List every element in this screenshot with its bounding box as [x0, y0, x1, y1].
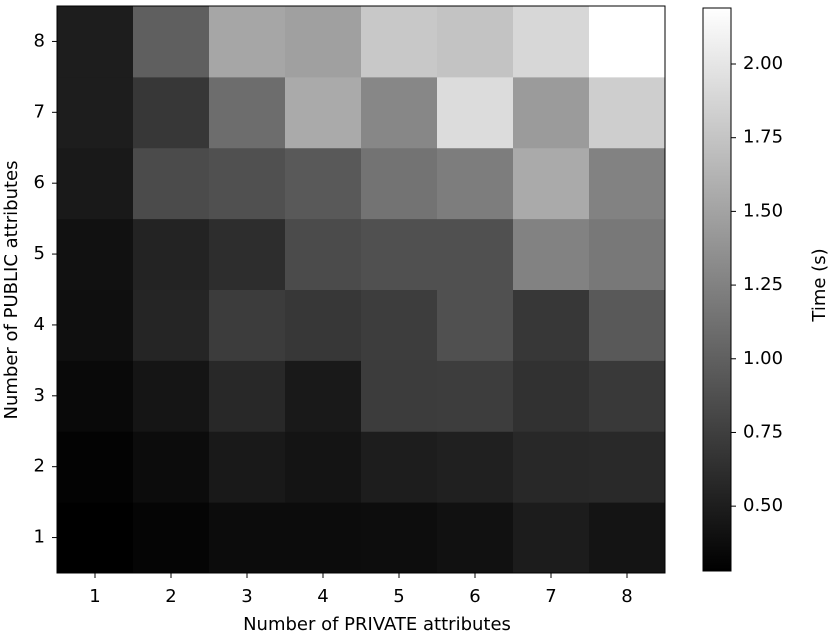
heatmap-cell — [513, 289, 590, 361]
heatmap-cell — [209, 76, 286, 149]
heatmap-cell — [133, 360, 210, 432]
x-tick-label: 2 — [165, 586, 176, 607]
heatmap-cell — [589, 502, 666, 574]
heatmap-cell — [437, 360, 514, 432]
heatmap-cell — [209, 289, 286, 361]
colorbar-tick-label: 1.25 — [743, 274, 783, 295]
heatmap-cell — [589, 218, 666, 290]
heatmap-cell — [361, 431, 438, 503]
heatmap-cell — [133, 289, 210, 361]
colorbar-tick-label: 0.75 — [743, 421, 783, 442]
heatmap-cell — [133, 431, 210, 503]
heatmap-cell — [57, 502, 134, 574]
heatmap-cell — [513, 76, 590, 149]
heatmap-cell — [285, 76, 362, 149]
heatmap-cell — [361, 218, 438, 290]
x-tick-label: 6 — [469, 586, 480, 607]
heatmap-cell — [513, 502, 590, 574]
heatmap-cell — [589, 360, 666, 432]
heatmap-cell — [437, 147, 514, 220]
heatmap-cell — [285, 360, 362, 432]
heatmap-cell — [285, 289, 362, 361]
heatmap-cell — [285, 218, 362, 290]
heatmap-cell — [513, 147, 590, 220]
colorbar-tick-label: 1.75 — [743, 127, 783, 148]
heatmap-cell — [437, 76, 514, 149]
heatmap-cell — [209, 360, 286, 432]
colorbar-tick-label: 2.00 — [743, 53, 783, 74]
y-tick-label: 8 — [34, 30, 45, 51]
x-tick-label: 4 — [317, 586, 328, 607]
y-tick-label: 3 — [34, 385, 45, 406]
x-tick-label: 1 — [89, 586, 100, 607]
heatmap-cell — [209, 431, 286, 503]
heatmap-cell — [209, 6, 286, 78]
heatmap-cell — [285, 502, 362, 574]
plot-frame — [56, 5, 666, 574]
heatmap-cell — [133, 147, 210, 220]
heatmap-cell — [285, 431, 362, 503]
colorbar-tick-label: 0.50 — [743, 495, 783, 516]
heatmap-cell — [437, 218, 514, 290]
colorbar-tick-label: 1.00 — [743, 348, 783, 369]
heatmap-cell — [513, 360, 590, 432]
heatmap-cell — [57, 76, 134, 149]
colorbar-tick-label: 1.50 — [743, 200, 783, 221]
y-tick-label: 1 — [34, 527, 45, 548]
heatmap-cell — [361, 6, 438, 78]
heatmap-cell — [361, 502, 438, 574]
heatmap-cell — [513, 218, 590, 290]
heatmap-cell — [285, 147, 362, 220]
heatmap-cell — [209, 147, 286, 220]
heatmap-cell — [57, 147, 134, 220]
heatmap-cell — [133, 502, 210, 574]
y-tick-label: 7 — [34, 101, 45, 122]
heatmap-cell — [437, 289, 514, 361]
heatmap-cell — [361, 76, 438, 149]
y-axis-label: Number of PUBLIC attributes — [1, 161, 22, 420]
heatmap-cell — [57, 218, 134, 290]
x-axis-label: Number of PRIVATE attributes — [243, 614, 511, 635]
heatmap-cell — [437, 6, 514, 78]
heatmap-cell — [513, 431, 590, 503]
heatmap-cell — [209, 502, 286, 574]
heatmap-cell — [209, 218, 286, 290]
heatmap-cell — [285, 6, 362, 78]
heatmap-cell — [133, 6, 210, 78]
y-tick-label: 4 — [34, 314, 45, 335]
heatmap-cell — [437, 502, 514, 574]
heatmap-cell — [57, 289, 134, 361]
y-tick-label: 6 — [34, 172, 45, 193]
heatmap-cell — [57, 431, 134, 503]
y-tick-label: 2 — [34, 456, 45, 477]
x-tick-label: 7 — [545, 586, 556, 607]
x-tick-label: 5 — [393, 586, 404, 607]
colorbar-label: Time (s) — [809, 248, 830, 322]
heatmap-cell — [361, 147, 438, 220]
heatmap-cell — [589, 147, 666, 220]
heatmap-cell — [589, 76, 666, 149]
colorbar — [702, 7, 732, 572]
heatmap-cell — [589, 431, 666, 503]
heatmap-cell — [361, 289, 438, 361]
heatmap-cell — [133, 76, 210, 149]
heatmap-cell — [589, 289, 666, 361]
heatmap-cell — [589, 6, 666, 78]
heatmap-cell — [133, 218, 210, 290]
y-tick-label: 5 — [34, 243, 45, 264]
heatmap-cell — [513, 6, 590, 78]
x-tick-label: 3 — [241, 586, 252, 607]
heatmap-cell — [361, 360, 438, 432]
heatmap-cell — [57, 360, 134, 432]
heatmap-cell — [57, 6, 134, 78]
x-tick-label: 8 — [621, 586, 632, 607]
heatmap-cell — [437, 431, 514, 503]
